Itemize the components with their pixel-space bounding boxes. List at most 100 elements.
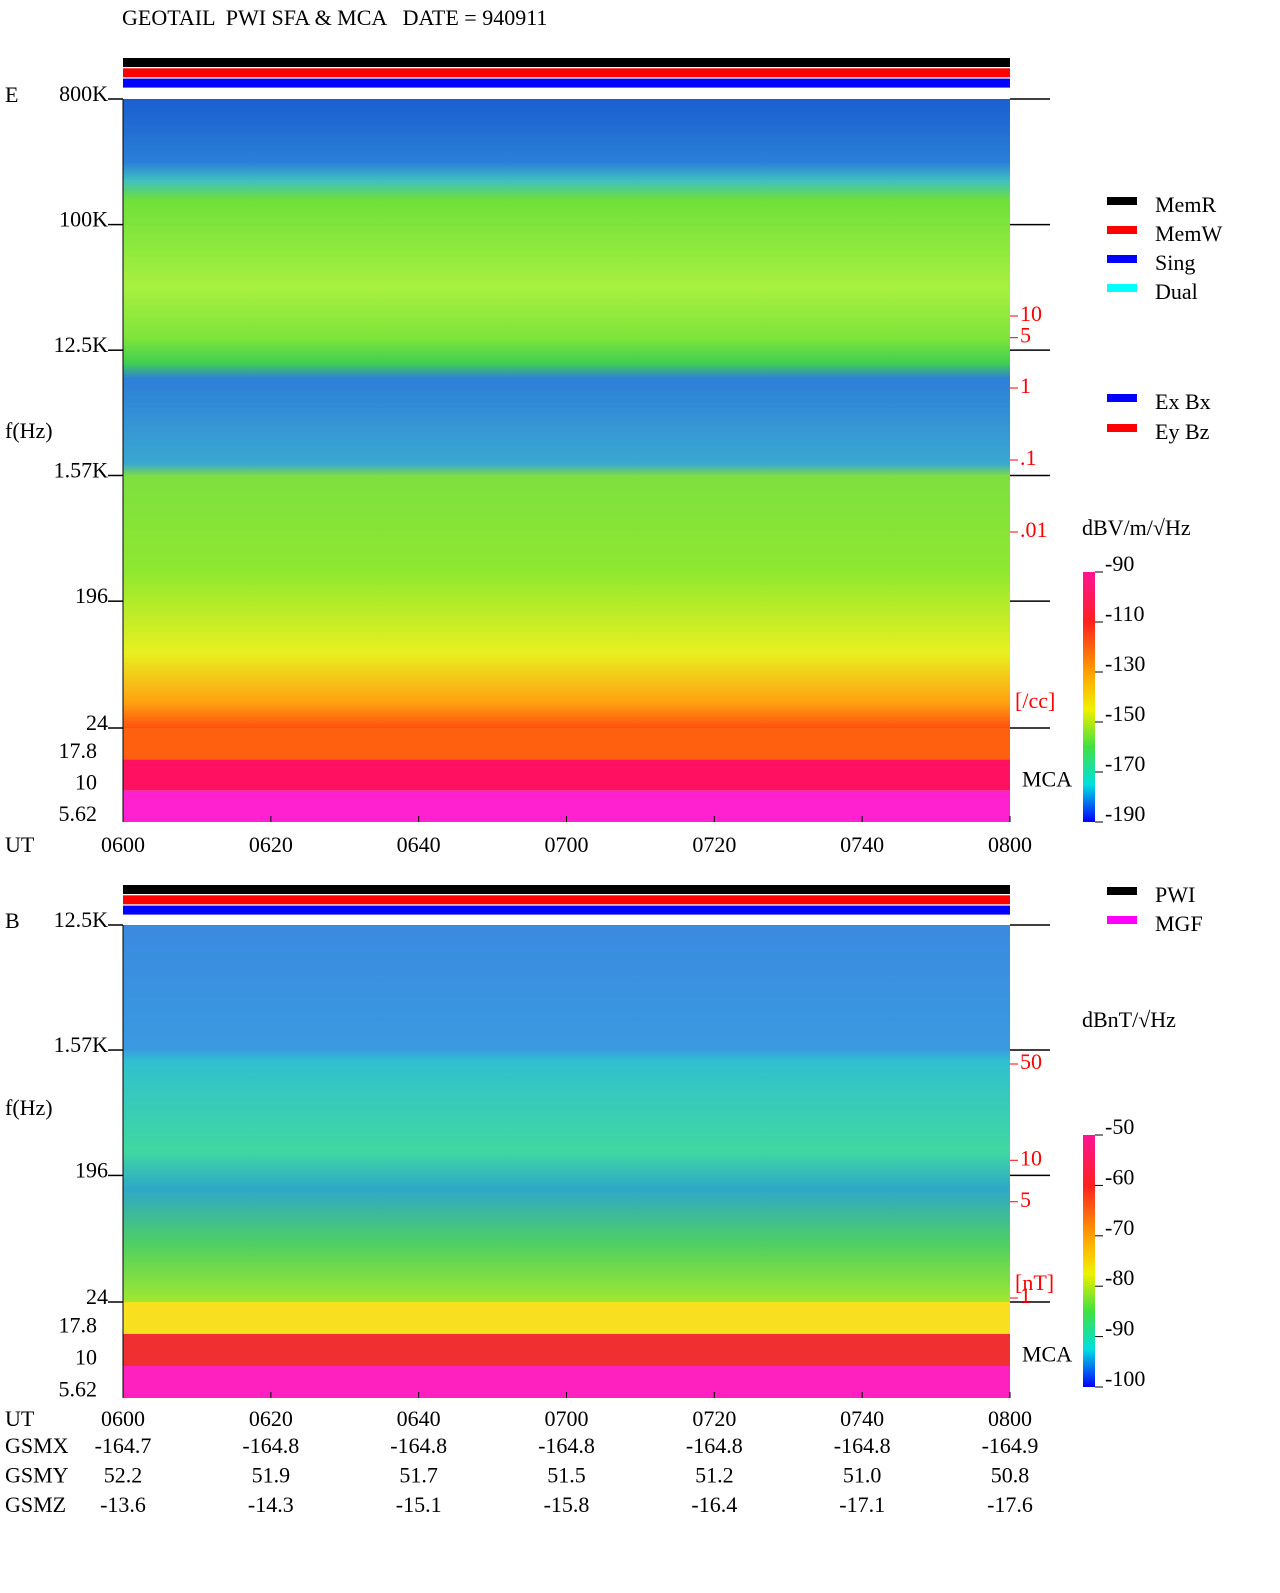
x-axis-label: UT: [5, 832, 35, 857]
legend-label: Ey Bz: [1155, 419, 1210, 444]
orbit-value: -17.6: [987, 1492, 1033, 1517]
colorbar-tick-label: -150: [1105, 701, 1145, 726]
density-tick-label: 1: [1020, 373, 1031, 398]
orbit-value: -13.6: [100, 1492, 146, 1517]
mca-channel-label: 17.8: [59, 1313, 98, 1338]
orbit-row-label: GSMY: [5, 1463, 69, 1488]
orbit-value: 52.2: [104, 1463, 143, 1488]
legend-swatch: [1107, 226, 1137, 234]
panel-label: B: [5, 908, 20, 933]
x-tick-label: 0640: [397, 832, 441, 857]
colorbar: [1083, 572, 1095, 822]
y-tick-label: 800K: [59, 81, 108, 106]
x-tick-label: 0720: [692, 1406, 736, 1431]
legend-label: Dual: [1155, 279, 1198, 304]
mca-band: [123, 1302, 1010, 1334]
colorbar-tick-label: -80: [1105, 1265, 1134, 1290]
y-tick-label: 100K: [59, 207, 108, 232]
orbit-row-label: GSMX: [5, 1433, 69, 1458]
status-bar: [123, 78, 1010, 88]
y-tick-label: 24: [86, 1284, 108, 1309]
x-tick-label: 0600: [101, 832, 145, 857]
orbit-value: 51.9: [252, 1463, 291, 1488]
legend-swatch: [1107, 887, 1137, 895]
x-tick-label: 0720: [692, 832, 736, 857]
orbit-value: 51.5: [547, 1463, 586, 1488]
orbit-value: -164.9: [982, 1433, 1039, 1458]
y-tick-label: 12.5K: [54, 332, 109, 357]
x-tick-label: 0740: [840, 1406, 884, 1431]
colorbar-tick-label: -130: [1105, 651, 1145, 676]
orbit-value: -164.8: [390, 1433, 447, 1458]
orbit-value: -164.7: [95, 1433, 152, 1458]
legend-label: MGF: [1155, 911, 1203, 936]
orbit-value: 51.0: [843, 1463, 882, 1488]
x-tick-label: 0800: [988, 832, 1032, 857]
colorbar-tick-label: -190: [1105, 801, 1145, 826]
orbit-row-label: GSMZ: [5, 1492, 66, 1517]
x-tick-label: 0740: [840, 832, 884, 857]
orbit-value: -164.8: [538, 1433, 595, 1458]
mca-channel-label: 5.62: [59, 801, 98, 826]
y-tick-label: 196: [75, 1157, 108, 1182]
legend-label: PWI: [1155, 882, 1195, 907]
y-tick-label: 196: [75, 583, 108, 608]
mca-channel-label: 17.8: [59, 738, 98, 763]
x-tick-label: 0640: [397, 1406, 441, 1431]
mca-channel-label: 10: [75, 1345, 97, 1370]
x-tick-label: 0620: [249, 832, 293, 857]
mca-label: MCA: [1022, 1341, 1072, 1366]
mca-band: [123, 1334, 1010, 1366]
y-axis-label: f(Hz): [5, 1095, 53, 1120]
x-tick-label: 0700: [545, 832, 589, 857]
chart-title: GEOTAIL PWI SFA & MCA DATE = 940911: [122, 5, 547, 30]
colorbar-tick-label: -50: [1105, 1114, 1134, 1139]
orbit-value: -164.8: [242, 1433, 299, 1458]
density-tick-label: 1: [1020, 1283, 1031, 1308]
orbit-value: 51.7: [399, 1463, 438, 1488]
legend-label: MemR: [1155, 192, 1216, 217]
colorbar-tick-label: -110: [1105, 601, 1145, 626]
orbit-value: -17.1: [839, 1492, 885, 1517]
orbit-value: -164.8: [686, 1433, 743, 1458]
legend-swatch: [1107, 197, 1137, 205]
density-tick-label: .01: [1020, 517, 1048, 542]
x-axis-label: UT: [5, 1406, 35, 1431]
panel-label: E: [5, 82, 18, 107]
status-bar: [123, 895, 1010, 905]
legend-swatch: [1107, 916, 1137, 924]
colorbar-tick-label: -100: [1105, 1366, 1145, 1391]
legend-swatch: [1107, 394, 1137, 402]
density-tick-label: 5: [1020, 323, 1031, 348]
orbit-value: -15.8: [544, 1492, 590, 1517]
density-tick-label: 50: [1020, 1049, 1042, 1074]
colorbar-label: dBnT/√Hz: [1082, 1007, 1176, 1032]
legend-label: Sing: [1155, 250, 1195, 275]
y-tick-label: 24: [86, 710, 108, 735]
orbit-value: 50.8: [991, 1463, 1030, 1488]
density-tick-label: 10: [1020, 301, 1042, 326]
legend-swatch: [1107, 255, 1137, 263]
legend-swatch: [1107, 424, 1137, 432]
density-unit: [nT]: [1015, 1270, 1054, 1295]
orbit-value: -164.8: [834, 1433, 891, 1458]
colorbar: [1083, 1135, 1095, 1387]
y-axis-label: f(Hz): [5, 418, 53, 443]
mca-channel-label: 10: [75, 769, 97, 794]
mca-band: [123, 728, 1010, 760]
mca-label: MCA: [1022, 766, 1072, 791]
colorbar-tick-label: -170: [1105, 751, 1145, 776]
density-tick-label: 5: [1020, 1187, 1031, 1212]
legend-label: Ex Bx: [1155, 389, 1211, 414]
legend-label: MemW: [1155, 221, 1222, 246]
density-unit: [/cc]: [1015, 688, 1055, 713]
y-tick-label: 1.57K: [54, 458, 109, 483]
orbit-value: -14.3: [248, 1492, 294, 1517]
colorbar-tick-label: -90: [1105, 1316, 1134, 1341]
colorbar-tick-label: -70: [1105, 1215, 1134, 1240]
colorbar-tick-label: -90: [1105, 551, 1134, 576]
density-tick-label: .1: [1020, 445, 1037, 470]
status-bar: [123, 58, 1010, 67]
